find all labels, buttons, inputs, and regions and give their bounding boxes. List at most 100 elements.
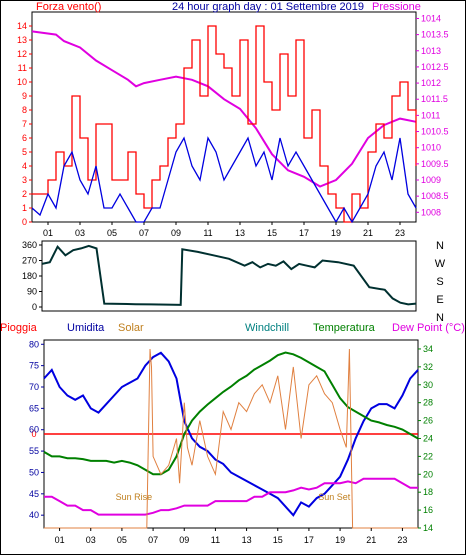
x-tick-label: 11 — [211, 535, 220, 545]
left-tick-label: 13 — [17, 35, 27, 45]
series-temperatura — [43, 351, 419, 476]
x-tick-label: 07 — [148, 535, 158, 545]
direction-tick-label: 360 — [22, 240, 37, 250]
x-tick-label: 17 — [304, 535, 314, 545]
left-tick-label: 4 — [22, 161, 27, 171]
x-tick-label: 19 — [331, 228, 341, 238]
x-tick-label: 21 — [363, 228, 373, 238]
x-tick-label: 23 — [397, 535, 407, 545]
humidity-tick-label: 75 — [29, 361, 39, 371]
left-tick-label: 3 — [22, 175, 27, 185]
left-tick-label: 2 — [22, 189, 27, 199]
temperature-humidity-panel: 0 40 45 50 55 60 65 70 75 80 14 16 18 20 22 24 26 28 30 32 3… — [0, 322, 465, 545]
legend-solar: Solar — [118, 322, 144, 334]
wind-force-label: Forza vento() — [36, 1, 101, 13]
temp-tick-label: 34 — [423, 344, 433, 354]
left-tick-label: 9 — [22, 91, 27, 101]
right-tick-label: 1011.5 — [421, 94, 448, 104]
x-tick-label: 01 — [43, 228, 53, 238]
compass-label: N — [436, 240, 444, 252]
series-pressione — [31, 30, 417, 188]
x-tick-label: 13 — [235, 228, 245, 238]
left-tick-label: 0 — [22, 217, 27, 227]
compass-label: E — [436, 294, 443, 306]
left-tick-label: 8 — [22, 105, 27, 115]
right-tick-label: 1008 — [421, 207, 441, 217]
right-tick-label: 1009.5 — [421, 159, 449, 169]
humidity-tick-label: 65 — [29, 403, 39, 413]
humidity-tick-label: 55 — [29, 446, 39, 456]
series-solar — [44, 348, 418, 529]
right-tick-label: 1011 — [421, 110, 440, 120]
x-tick-label: 01 — [55, 535, 65, 545]
legend-pioggia: Pioggia — [0, 322, 38, 334]
humidity-tick-label: 80 — [29, 339, 39, 349]
series-umidita — [43, 351, 419, 517]
wind-plot-area — [31, 11, 417, 223]
left-tick-label: 12 — [17, 49, 27, 59]
humidity-tick-label: 60 — [29, 425, 39, 435]
right-tick-label: 1012.5 — [421, 62, 449, 72]
series-dew-point — [44, 477, 418, 516]
x-tick-label: 09 — [179, 535, 189, 545]
x-tick-label: 13 — [242, 535, 252, 545]
graph-title: 24 hour graph day : 01 Settembre 2019 — [172, 1, 364, 13]
humidity-tick-label: 45 — [29, 489, 39, 499]
x-tick-label: 15 — [273, 535, 283, 545]
humidity-tick-label: 50 — [29, 467, 39, 477]
right-tick-label: 1010.5 — [421, 127, 449, 137]
temp-tick-label: 22 — [423, 451, 433, 461]
direction-tick-label: 90 — [27, 287, 37, 297]
left-tick-label: 1 — [22, 203, 27, 213]
x-tick-label: 15 — [267, 228, 277, 238]
x-tick-label: 21 — [366, 535, 376, 545]
direction-tick-label: 270 — [22, 256, 37, 266]
left-tick-label: 5 — [22, 147, 27, 157]
humidity-tick-label: 70 — [29, 382, 39, 392]
right-tick-label: 1014 — [421, 13, 441, 23]
legend-windchill: Windchill — [245, 322, 289, 334]
legend-dew-point-c: Dew Point (°C) — [392, 322, 465, 334]
x-tick-label: 09 — [171, 228, 181, 238]
left-tick-label: 10 — [17, 77, 27, 87]
direction-tick-label: 180 — [22, 271, 37, 281]
temp-tick-label: 14 — [423, 523, 433, 533]
temp-tick-label: 26 — [423, 416, 433, 426]
left-tick-label: 7 — [22, 119, 27, 129]
sunset-label: Sun Set — [318, 492, 351, 502]
x-tick-label: 03 — [75, 228, 85, 238]
x-tick-label: 05 — [117, 535, 127, 545]
pressure-label: Pressione — [372, 1, 421, 13]
left-tick-label: 11 — [18, 63, 27, 73]
direction-tick-label: 0 — [32, 302, 37, 312]
temp-tick-label: 24 — [423, 433, 433, 443]
sunrise-label: Sun Rise — [116, 492, 153, 502]
x-tick-label: 05 — [107, 228, 117, 238]
compass-label: W — [435, 258, 446, 270]
right-tick-label: 1012 — [421, 78, 441, 88]
right-tick-label: 1009 — [421, 175, 441, 185]
right-tick-label: 1013.5 — [421, 30, 449, 40]
x-tick-label: 19 — [335, 535, 345, 545]
x-tick-label: 23 — [395, 228, 405, 238]
series-raffica — [32, 25, 417, 223]
right-tick-label: 1010 — [421, 143, 441, 153]
legend-umidita: Umidita — [67, 322, 105, 334]
x-tick-label: 07 — [139, 228, 149, 238]
humidity-tick-label: 40 — [29, 510, 39, 520]
temp-tick-label: 32 — [423, 362, 433, 372]
series-wind-direction — [41, 244, 417, 306]
wind-pressure-panel: 0123456789101112131410081008.510091009.5… — [17, 1, 449, 238]
temp-tick-label: 20 — [423, 469, 433, 479]
rain-zero-label: 0 — [31, 429, 36, 439]
legend-temperatura: Temperatura — [313, 322, 376, 334]
direction-plot-area — [41, 240, 417, 312]
series-vento-medio — [31, 136, 417, 224]
left-tick-label: 14 — [17, 21, 27, 31]
compass-label: S — [436, 276, 443, 288]
right-tick-label: 1008.5 — [421, 191, 449, 201]
x-tick-label: 11 — [203, 228, 212, 238]
temp-tick-label: 30 — [423, 380, 433, 390]
